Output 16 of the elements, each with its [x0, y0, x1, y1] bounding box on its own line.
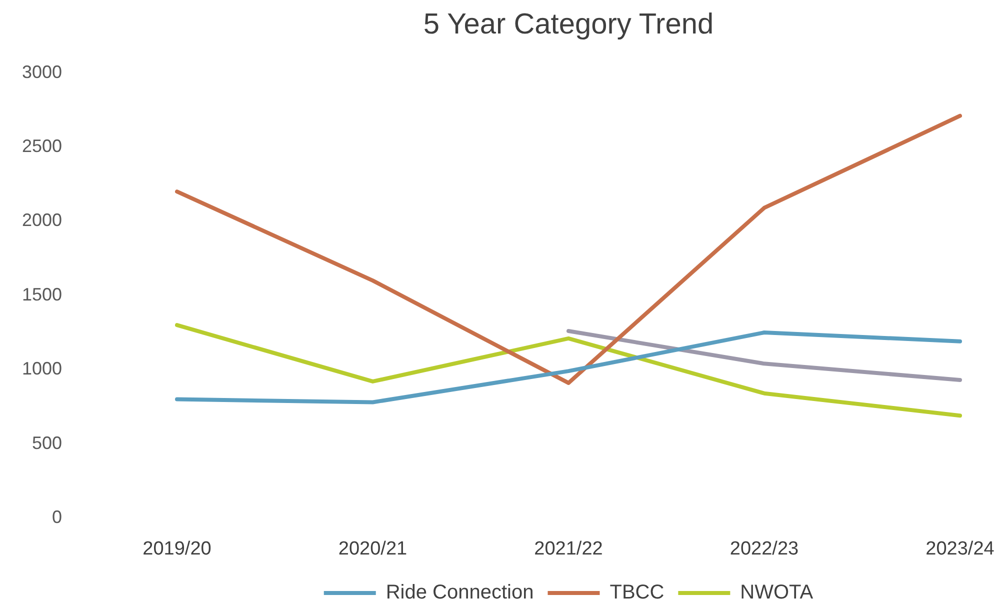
y-tick-label: 3000 [22, 62, 62, 82]
x-tick-label: 2023/24 [926, 538, 995, 560]
legend-label: TBCC [610, 582, 664, 604]
x-tick-label: 2021/22 [534, 538, 603, 560]
legend-label: NWOTA [740, 582, 814, 604]
chart-title: 5 Year Category Trend [423, 8, 714, 40]
y-tick-label: 500 [32, 432, 62, 453]
x-tick-label: 2022/23 [730, 538, 799, 560]
x-tick-label: 2019/20 [142, 538, 212, 560]
y-tick-label: 0 [52, 506, 62, 527]
y-tick-label: 1000 [22, 358, 62, 379]
legend-label: Ride Connection [386, 582, 534, 604]
y-tick-label: 1500 [22, 284, 62, 304]
x-tick-label: 2020/21 [338, 538, 408, 560]
y-tick-label: 2000 [22, 210, 62, 230]
y-tick-label: 2500 [22, 136, 62, 156]
